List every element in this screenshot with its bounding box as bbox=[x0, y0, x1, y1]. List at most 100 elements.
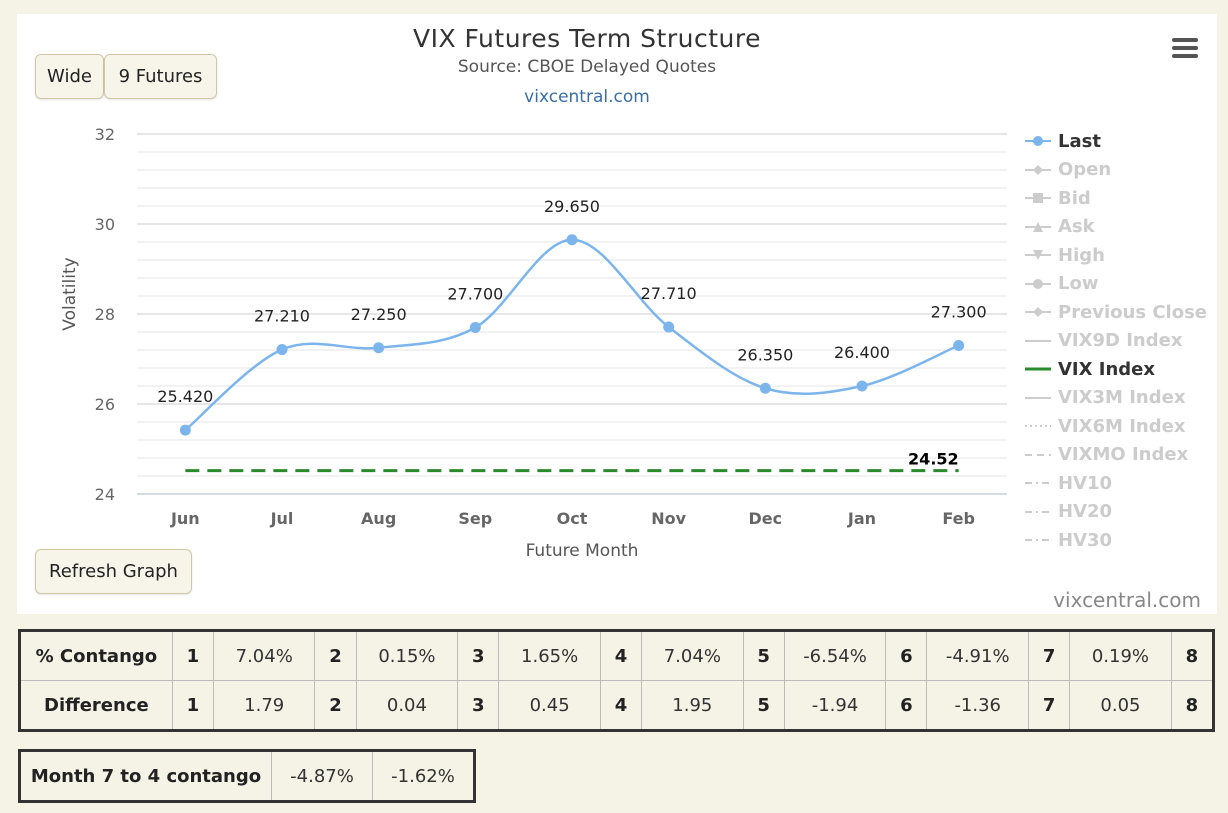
month-number-cell: 8 bbox=[1170, 680, 1215, 731]
chart-legend: Last Open Bid Ask High Low Previous Close VIX9D… bbox=[1025, 127, 1215, 555]
legend-symbol-icon bbox=[1025, 510, 1051, 513]
x-tick-label: Jul bbox=[270, 509, 294, 528]
table-row: % Contango 1 7.04% 2 0.15% 3 1.65% 4 7.04% 5 -6.54… bbox=[19, 630, 1215, 681]
month-number-cell: 5 bbox=[742, 630, 785, 681]
value-cell: 0.15% bbox=[355, 630, 459, 681]
legend-symbol-icon bbox=[1025, 307, 1051, 318]
y-tick-label: 26 bbox=[95, 395, 115, 414]
last-data-point bbox=[953, 340, 965, 351]
month-number-cell: 6 bbox=[885, 680, 928, 731]
vix-index-label: 24.52 bbox=[908, 450, 959, 469]
legend-label: Last bbox=[1058, 130, 1101, 152]
month-number-cell: 7 bbox=[1027, 680, 1071, 731]
legend-item[interactable]: Previous Close bbox=[1025, 298, 1215, 327]
legend-item[interactable]: VIXMO Index bbox=[1025, 441, 1215, 470]
last-data-label: 27.710 bbox=[641, 284, 697, 303]
legend-item[interactable]: VIX Index bbox=[1025, 355, 1215, 384]
value-cell: 1.95 bbox=[641, 680, 744, 731]
legend-label: HV30 bbox=[1058, 529, 1113, 551]
month-number-cell: 1 bbox=[171, 630, 214, 681]
row-label: Difference bbox=[19, 680, 173, 731]
futures-count-button[interactable]: 9 Futures bbox=[104, 54, 217, 99]
last-series-line bbox=[184, 238, 960, 432]
value-cell: 0.45 bbox=[498, 680, 601, 731]
month-number-cell: 4 bbox=[599, 630, 643, 681]
legend-item[interactable]: Last bbox=[1025, 127, 1215, 156]
legend-item[interactable]: VIX3M Index bbox=[1025, 384, 1215, 413]
x-tick-label: Aug bbox=[361, 509, 396, 528]
last-data-point bbox=[856, 380, 868, 392]
value-cell: 0.19% bbox=[1069, 630, 1172, 681]
table-row: Difference 1 1.79 2 0.04 3 0.45 4 1.95 5 -1.94 6 -1.… bbox=[19, 680, 1215, 731]
legend-label: VIX6M Index bbox=[1058, 415, 1186, 437]
chart-source-link[interactable]: vixcentral.com bbox=[524, 87, 650, 107]
legend-symbol-icon bbox=[1025, 539, 1051, 542]
legend-symbol-icon bbox=[1025, 278, 1051, 289]
value-cell: 0.04 bbox=[355, 680, 459, 731]
value-cell: 7.04% bbox=[641, 630, 744, 681]
legend-symbol-icon bbox=[1025, 221, 1051, 232]
month-number-cell: 3 bbox=[457, 680, 500, 731]
x-axis-title: Future Month bbox=[526, 541, 639, 561]
chart-panel: 24 26 28 30 32 Jun Jul Aug Sep Oct Nov Dec Jan Feb Fut… bbox=[17, 14, 1217, 614]
legend-item[interactable]: HV20 bbox=[1025, 498, 1215, 527]
y-tick-label: 28 bbox=[95, 305, 115, 324]
last-data-point bbox=[759, 382, 771, 394]
value-cell: 1.79 bbox=[212, 680, 316, 731]
x-tick-label: Sep bbox=[458, 509, 492, 528]
chart-subtitle: Source: CBOE Delayed Quotes bbox=[457, 57, 717, 77]
legend-symbol-icon bbox=[1025, 453, 1051, 456]
contango-table: % Contango 1 7.04% 2 0.15% 3 1.65% 4 7.04% 5 -6.54… bbox=[18, 629, 1215, 732]
legend-item[interactable]: Low bbox=[1025, 270, 1215, 299]
legend-item[interactable]: HV10 bbox=[1025, 469, 1215, 498]
legend-label: HV10 bbox=[1058, 472, 1113, 494]
chart-credit: vixcentral.com bbox=[1053, 588, 1201, 612]
legend-item[interactable]: HV30 bbox=[1025, 526, 1215, 555]
month-number-cell: 8 bbox=[1170, 630, 1215, 681]
month-number-cell: 5 bbox=[742, 680, 785, 731]
last-data-point bbox=[373, 342, 385, 354]
value-cell: -6.54% bbox=[783, 630, 887, 681]
legend-symbol-icon bbox=[1025, 367, 1051, 371]
legend-symbol-icon bbox=[1025, 396, 1051, 399]
legend-item[interactable]: VIX6M Index bbox=[1025, 412, 1215, 441]
x-tick-label: Nov bbox=[651, 509, 686, 528]
legend-item[interactable]: High bbox=[1025, 241, 1215, 270]
legend-label: VIXMO Index bbox=[1058, 444, 1189, 466]
wide-button[interactable]: Wide bbox=[35, 54, 104, 99]
legend-item[interactable]: Ask bbox=[1025, 213, 1215, 242]
last-data-point bbox=[469, 322, 481, 333]
value-cell: -4.91% bbox=[926, 630, 1029, 681]
last-data-label: 27.300 bbox=[931, 303, 987, 322]
month-number-cell: 4 bbox=[599, 680, 643, 731]
legend-item[interactable]: Open bbox=[1025, 156, 1215, 185]
month-contango-value-1: -4.87% bbox=[271, 750, 373, 802]
legend-symbol-icon bbox=[1025, 425, 1051, 428]
last-data-label: 29.650 bbox=[544, 197, 600, 216]
last-data-label: 27.210 bbox=[254, 307, 310, 326]
last-data-label: 27.700 bbox=[447, 285, 503, 304]
month-contango-value-2: -1.62% bbox=[372, 750, 475, 802]
value-cell: 1.65% bbox=[498, 630, 601, 681]
value-cell: -1.36 bbox=[926, 680, 1029, 731]
legend-symbol-icon bbox=[1025, 193, 1051, 204]
legend-label: Bid bbox=[1058, 187, 1091, 209]
legend-symbol-icon bbox=[1025, 136, 1051, 147]
legend-symbol-icon bbox=[1025, 250, 1051, 261]
month-contango-label: Month 7 to 4 contango bbox=[19, 750, 272, 802]
x-tick-label: Jan bbox=[847, 509, 876, 528]
y-tick-label: 30 bbox=[95, 215, 115, 234]
legend-item[interactable]: VIX9D Index bbox=[1025, 327, 1215, 356]
hamburger-menu-icon[interactable] bbox=[1172, 38, 1198, 58]
month-number-cell: 1 bbox=[171, 680, 214, 731]
table-row: Month 7 to 4 contango -4.87% -1.62% bbox=[19, 750, 475, 802]
last-data-point bbox=[566, 234, 578, 246]
refresh-graph-button[interactable]: Refresh Graph bbox=[35, 549, 192, 594]
legend-label: Previous Close bbox=[1058, 301, 1208, 323]
legend-item[interactable]: Bid bbox=[1025, 184, 1215, 213]
last-data-label: 25.420 bbox=[157, 387, 213, 406]
legend-symbol-icon bbox=[1025, 482, 1051, 485]
x-tick-label: Jun bbox=[170, 509, 200, 528]
legend-label: VIX9D Index bbox=[1058, 330, 1183, 352]
legend-symbol-icon bbox=[1025, 339, 1051, 342]
